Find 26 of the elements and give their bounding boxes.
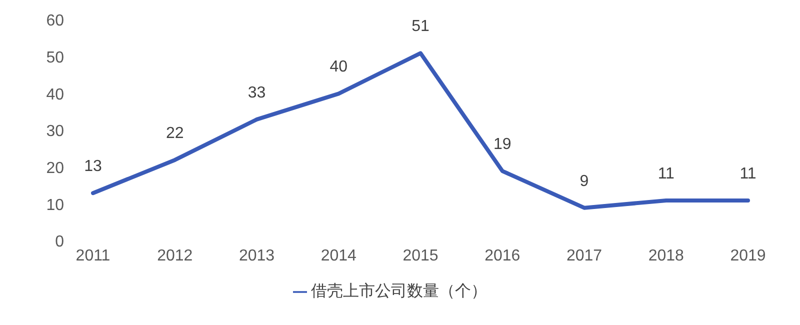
x-tick-label: 2018 [648,247,684,264]
x-tick-label: 2013 [238,247,275,264]
y-tick-label: 30 [46,123,64,140]
y-tick-label: 60 [46,12,64,30]
x-tick-label: 2017 [566,247,602,264]
y-tick-label: 50 [46,50,64,67]
y-tick-label: 40 [46,86,64,104]
x-tick-label: 2011 [76,247,110,264]
data-label: 19 [493,136,512,154]
data-label: 22 [166,124,184,142]
x-tick-label: 2019 [730,247,766,264]
data-label: 40 [330,58,348,76]
data-label: 11 [740,165,756,182]
data-label: 33 [248,84,266,102]
data-label: 11 [658,165,675,182]
x-tick-label: 2012 [157,247,193,264]
y-tick-label: 10 [46,196,64,214]
y-tick-label: 0 [55,234,64,251]
data-label: 51 [412,18,430,36]
data-label: 13 [84,158,102,176]
data-label: 9 [580,172,589,190]
x-tick-label: 2015 [402,247,438,264]
legend-label: 借壳上市公司数量（个） [311,283,487,300]
x-tick-label: 2016 [484,247,520,264]
y-tick-label: 20 [46,160,64,178]
x-tick-label: 2014 [320,247,357,264]
